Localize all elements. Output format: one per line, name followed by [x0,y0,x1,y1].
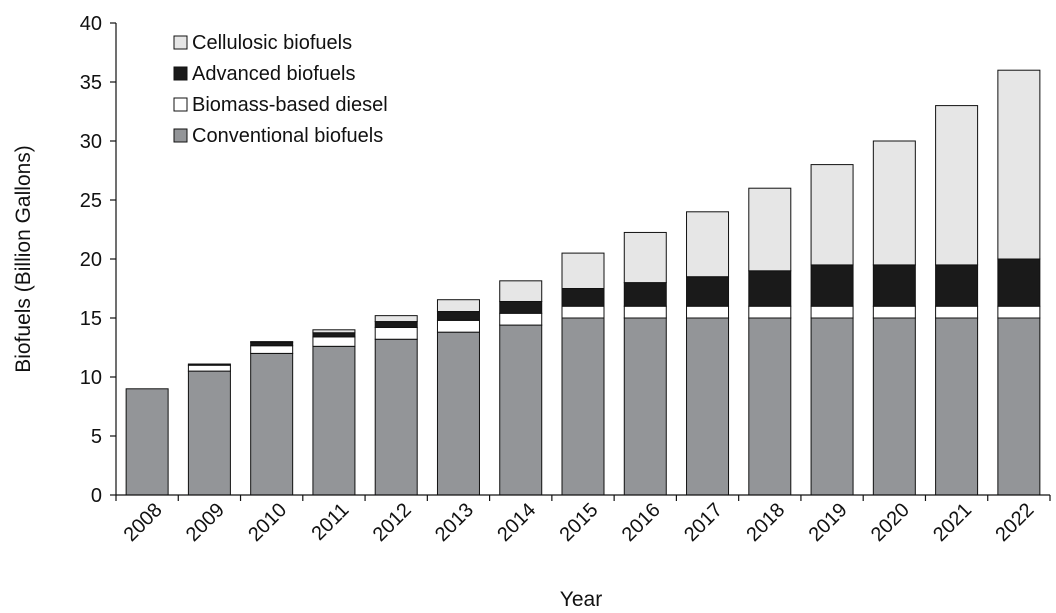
y-tick-label-20: 20 [80,249,102,271]
bar-advanced-biofuels-2016 [623,282,667,307]
bar-advanced-biofuels-2010 [250,341,294,347]
y-tick-label-5: 5 [91,426,102,448]
bar-conventional-biofuels-2019 [810,317,854,496]
bar-biomass-based-diesel-2013 [436,319,480,333]
legend-swatch-conventional-biofuels [173,128,188,143]
y-axis-title: Biofuels (Billion Gallons) [12,145,35,373]
bar-biomass-based-diesel-2018 [748,305,792,319]
y-tick-label-0: 0 [91,485,102,507]
bar-biomass-based-diesel-2011 [312,336,356,347]
bar-cellulosic-biofuels-2020 [872,140,916,266]
bar-cellulosic-biofuels-2015 [561,252,605,290]
bar-advanced-biofuels-2013 [436,311,480,321]
bar-advanced-biofuels-2022 [997,258,1041,307]
bar-conventional-biofuels-2014 [499,324,543,496]
bar-conventional-biofuels-2022 [997,317,1041,496]
bar-biomass-based-diesel-2015 [561,305,605,319]
bar-cellulosic-biofuels-2021 [935,105,979,266]
bar-biomass-based-diesel-2014 [499,312,543,326]
bar-biomass-based-diesel-2022 [997,305,1041,319]
bar-conventional-biofuels-2021 [935,317,979,496]
x-tick-label-2009: 2009 [182,499,229,546]
bar-cellulosic-biofuels-2011 [312,329,356,334]
x-tick-label-2021: 2021 [929,499,976,546]
x-tick-label-2019: 2019 [805,499,852,546]
bar-advanced-biofuels-2020 [872,264,916,307]
y-tick-label-10: 10 [80,367,102,389]
bar-cellulosic-biofuels-2022 [997,69,1041,260]
bar-advanced-biofuels-2019 [810,264,854,307]
bar-cellulosic-biofuels-2017 [686,211,730,278]
legend-label-conventional-biofuels: Conventional biofuels [192,125,383,147]
bar-conventional-biofuels-2017 [686,317,730,496]
bar-cellulosic-biofuels-2016 [623,231,667,284]
x-tick-label-2017: 2017 [680,499,727,546]
x-axis-title: Year [560,588,602,611]
legend-swatch-advanced-biofuels [173,66,188,81]
x-tick-label-2020: 2020 [867,499,914,546]
x-tick-label-2012: 2012 [369,499,416,546]
bar-conventional-biofuels-2016 [623,317,667,496]
bar-cellulosic-biofuels-2019 [810,164,854,266]
legend-swatch-cellulosic-biofuels [173,35,188,50]
y-tick-label-15: 15 [80,308,102,330]
legend-label-cellulosic-biofuels: Cellulosic biofuels [192,32,352,54]
legend-label-biomass-based-diesel: Biomass-based diesel [192,94,388,116]
bar-advanced-biofuels-2015 [561,288,605,307]
bars-layer [125,69,1041,496]
bar-conventional-biofuels-2012 [374,338,418,496]
legend-swatch-biomass-based-diesel [173,97,188,112]
bar-conventional-biofuels-2013 [436,331,480,496]
bar-advanced-biofuels-2011 [312,332,356,338]
y-tick-label-30: 30 [80,131,102,153]
legend: Cellulosic biofuels Advanced biofuels Biom… [173,32,388,147]
x-tick-label-2015: 2015 [556,499,603,546]
x-tick-label-2022: 2022 [991,499,1038,546]
bar-conventional-biofuels-2008 [125,388,169,496]
bar-cellulosic-biofuels-2013 [436,299,480,313]
x-tick-label-2018: 2018 [742,499,789,546]
x-tick-label-2008: 2008 [120,499,167,546]
bar-cellulosic-biofuels-2012 [374,315,418,323]
x-tick-label-2013: 2013 [431,499,478,546]
x-ticks: 2008 2009 2010 2011 2012 2013 2014 2015 2016 2017… [115,495,1051,546]
bar-conventional-biofuels-2010 [250,352,294,496]
bar-advanced-biofuels-2021 [935,264,979,307]
bar-cellulosic-biofuels-2014 [499,280,543,302]
bar-biomass-based-diesel-2009 [187,364,231,372]
bar-biomass-based-diesel-2010 [250,345,294,354]
bar-conventional-biofuels-2018 [748,317,792,496]
bar-conventional-biofuels-2020 [872,317,916,496]
bar-biomass-based-diesel-2021 [935,305,979,319]
bar-advanced-biofuels-2018 [748,270,792,307]
bar-cellulosic-biofuels-2010 [250,341,294,343]
x-tick-label-2011: 2011 [307,499,353,545]
x-tick-label-2016: 2016 [618,499,665,546]
y-tick-label-25: 25 [80,190,102,212]
bar-biomass-based-diesel-2020 [872,305,916,319]
x-tick-label-2014: 2014 [493,499,540,546]
bar-advanced-biofuels-2012 [374,321,418,328]
bar-advanced-biofuels-2017 [686,276,730,307]
bar-cellulosic-biofuels-2018 [748,187,792,272]
y-tick-label-35: 35 [80,72,102,94]
y-tick-label-40: 40 [80,13,102,35]
bar-conventional-biofuels-2011 [312,345,356,496]
bar-conventional-biofuels-2009 [187,370,231,496]
x-tick-label-2010: 2010 [244,499,291,546]
bar-biomass-based-diesel-2016 [623,305,667,319]
legend-label-advanced-biofuels: Advanced biofuels [192,63,355,85]
bar-biomass-based-diesel-2012 [374,326,418,340]
bar-biomass-based-diesel-2019 [810,305,854,319]
bar-biomass-based-diesel-2017 [686,305,730,319]
bar-advanced-biofuels-2009 [187,363,231,366]
bar-advanced-biofuels-2014 [499,300,543,314]
bar-conventional-biofuels-2015 [561,317,605,496]
y-ticks: 0 5 10 15 20 25 30 35 40 [80,13,116,507]
